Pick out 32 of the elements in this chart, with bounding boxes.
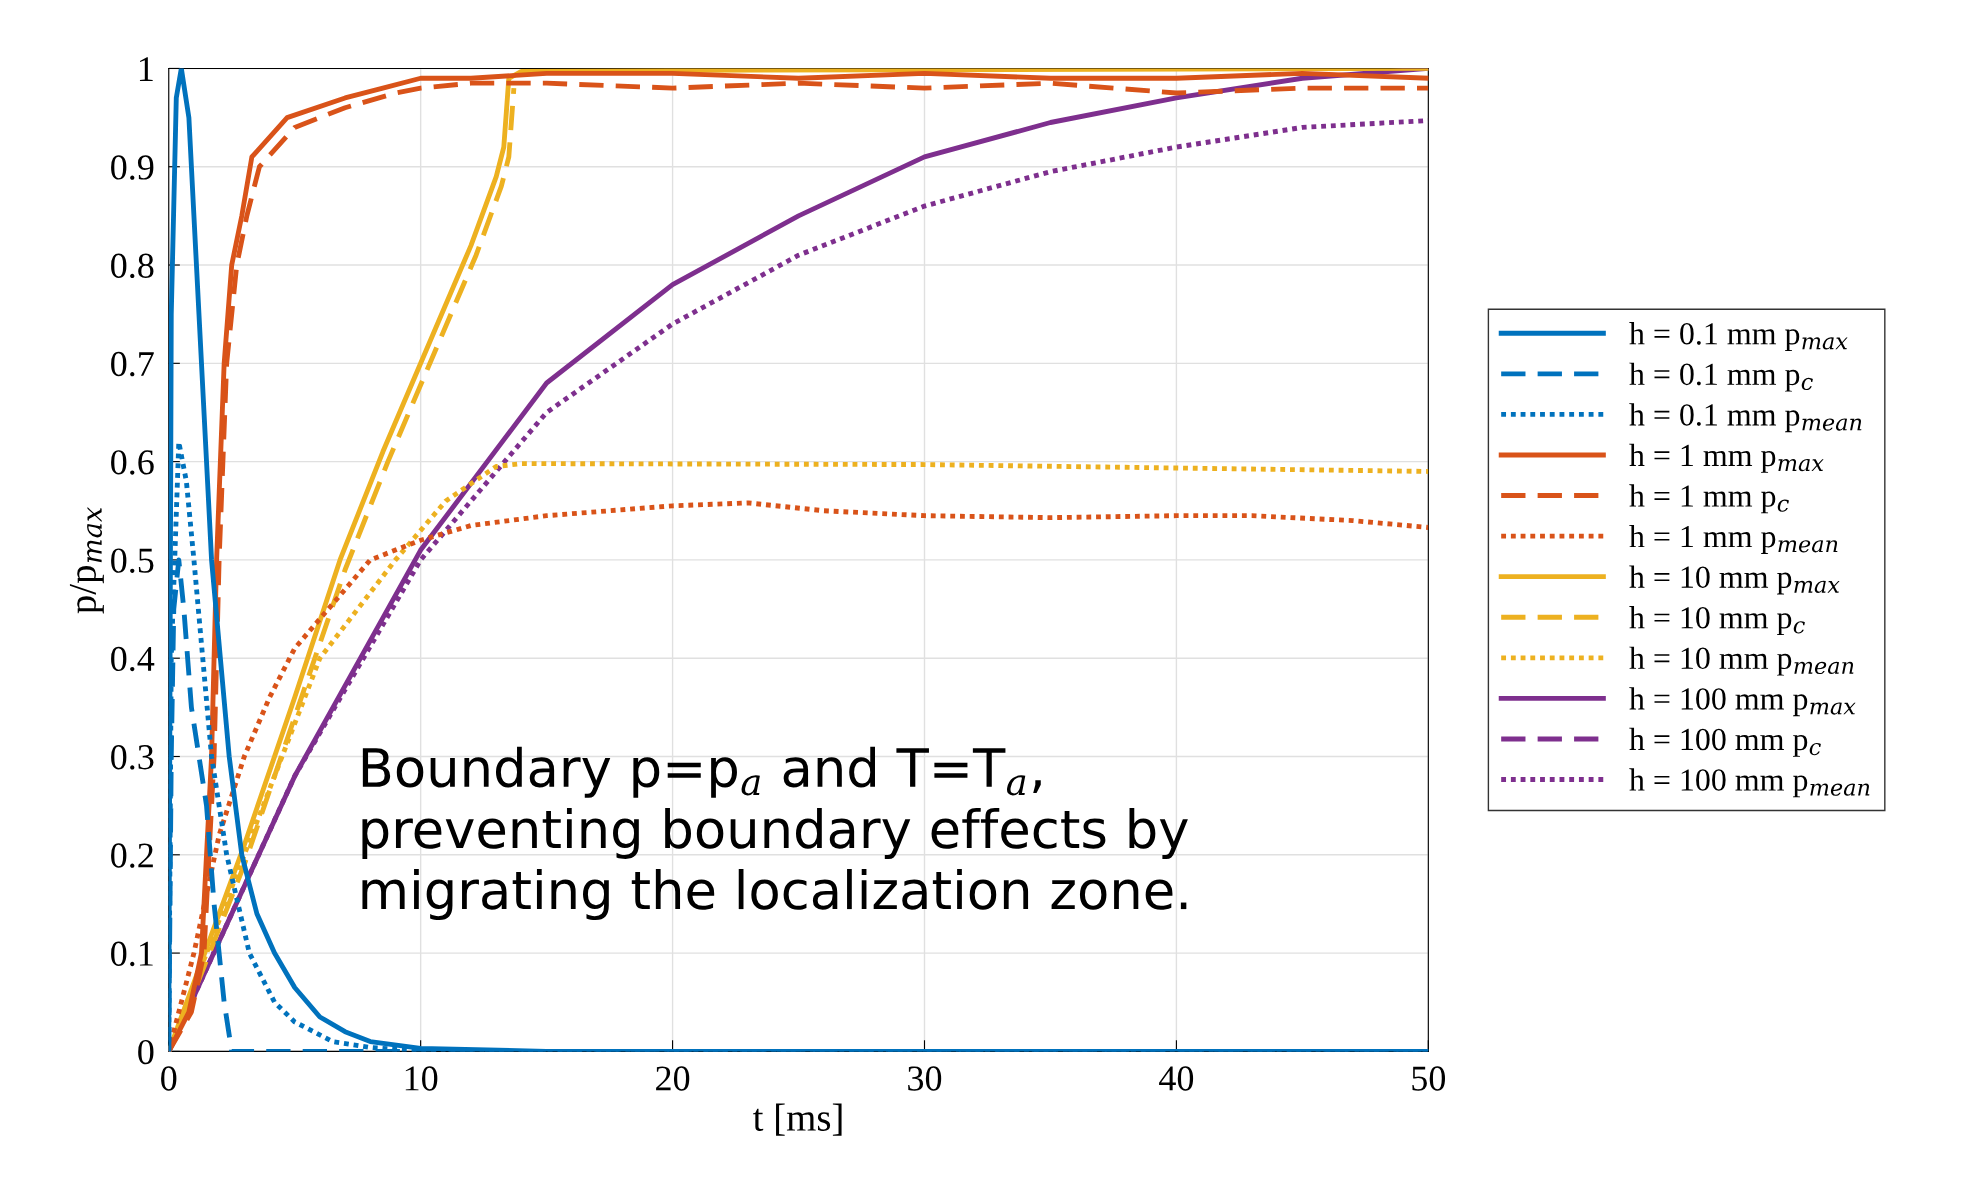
x-tick-label: 10	[405, 1066, 438, 1091]
legend-label: h = 100 mm p$_{max}$	[1629, 687, 1856, 717]
legend-label: h = 10 mm p$_{max}$	[1629, 565, 1840, 595]
legend-label: h = 100 mm p$_{c}$	[1629, 727, 1821, 757]
annotation: Boundary p=p$_{a}$ and T=T$_{a}$, preventing boundary effects by migrating the localization zone.	[362, 746, 1188, 921]
legend-label: h = 0.1 mm p$_{mean}$	[1629, 403, 1862, 433]
y-tick-label: 0.8	[111, 253, 154, 279]
x-tick-label: 0	[161, 1066, 177, 1091]
legend-label: h = 10 mm p$_{c}$	[1629, 606, 1805, 636]
legend-label: h = 1 mm p$_{mean}$	[1629, 524, 1838, 554]
y-tick-label: 0.4	[111, 646, 155, 672]
y-tick-label: 0.5	[111, 548, 154, 573]
legend-label: h = 0.1 mm p$_{max}$	[1629, 322, 1848, 352]
x-tick-label: 40	[1159, 1066, 1194, 1091]
x-axis-title: t [ms]	[753, 1103, 842, 1136]
legend-label: h = 100 mm p$_{mean}$	[1629, 768, 1870, 798]
y-tick-label: 0.2	[111, 843, 153, 868]
x-tick-label: 20	[656, 1066, 690, 1091]
y-tick-label: 0.1	[111, 941, 153, 967]
y-tick-label: 0.6	[111, 450, 154, 475]
y-tick-label: 0.3	[111, 745, 154, 770]
legend-label: h = 1 mm p$_{c}$	[1629, 484, 1789, 514]
y-tick-label: 0.7	[111, 351, 154, 377]
y-tick-label: 0	[138, 1039, 154, 1065]
legend-label: h = 10 mm p$_{mean}$	[1629, 646, 1854, 676]
legend-label: h = 1 mm p$_{max}$	[1629, 443, 1824, 473]
legend-label: h = 0.1 mm p$_{c}$	[1629, 362, 1813, 392]
y-tick-label: 1	[139, 57, 153, 81]
y-axis-title: p/p$_{max}$	[69, 507, 104, 614]
x-tick-label: 50	[1412, 1066, 1446, 1091]
x-tick-label: 30	[908, 1066, 942, 1091]
y-tick-label: 0.9	[111, 155, 154, 180]
